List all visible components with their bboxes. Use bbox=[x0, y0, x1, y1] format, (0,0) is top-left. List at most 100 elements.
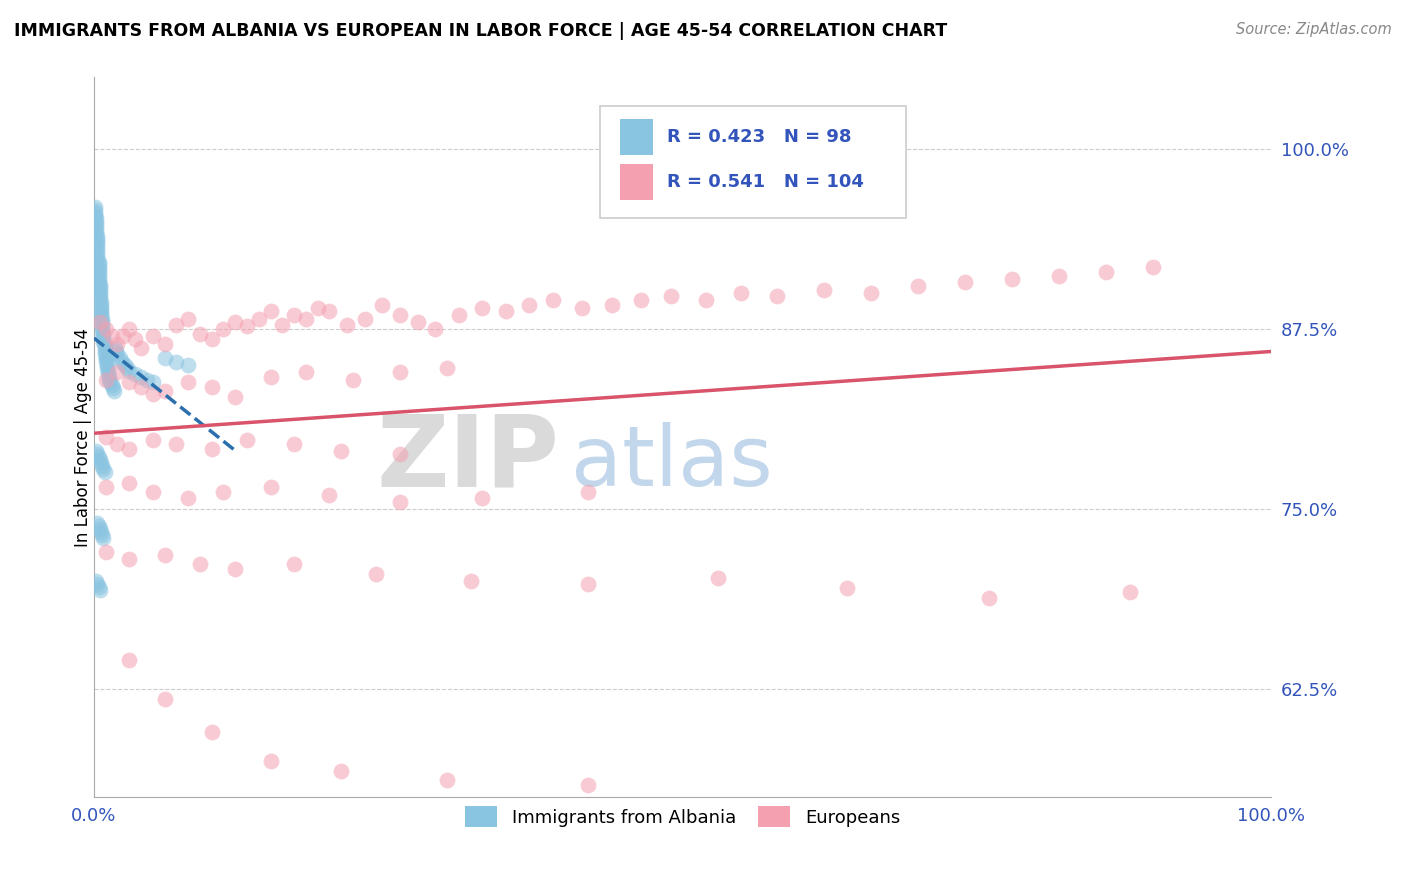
Point bbox=[153, 351, 176, 365]
Point bbox=[271, 318, 294, 332]
Point bbox=[107, 336, 129, 351]
Point bbox=[91, 312, 114, 326]
Point bbox=[336, 318, 359, 332]
Point bbox=[89, 522, 111, 536]
Point bbox=[765, 289, 787, 303]
Point bbox=[118, 552, 141, 566]
Point bbox=[84, 214, 107, 228]
Point bbox=[541, 293, 564, 308]
Point bbox=[100, 376, 122, 390]
Point bbox=[436, 772, 458, 787]
Point bbox=[93, 465, 115, 479]
Point bbox=[94, 480, 117, 494]
Point bbox=[115, 361, 138, 376]
Point bbox=[101, 381, 124, 395]
Point bbox=[86, 237, 108, 252]
Point bbox=[153, 336, 176, 351]
Point bbox=[118, 376, 141, 390]
Point bbox=[953, 275, 976, 289]
Point bbox=[94, 545, 117, 559]
Point bbox=[318, 488, 340, 502]
Point bbox=[103, 384, 125, 398]
Point bbox=[89, 277, 111, 292]
Point bbox=[371, 298, 394, 312]
Point bbox=[576, 484, 599, 499]
Point bbox=[142, 484, 165, 499]
Point bbox=[330, 764, 353, 778]
Point bbox=[1095, 265, 1118, 279]
Point bbox=[107, 346, 129, 360]
Point bbox=[388, 308, 411, 322]
Point bbox=[236, 319, 259, 334]
Point bbox=[87, 519, 110, 533]
Point bbox=[576, 577, 599, 591]
Point bbox=[90, 301, 112, 315]
Point bbox=[406, 315, 429, 329]
Point bbox=[353, 312, 375, 326]
Point bbox=[86, 252, 108, 266]
Point bbox=[124, 367, 146, 381]
Point bbox=[129, 369, 152, 384]
Point bbox=[600, 298, 623, 312]
Point bbox=[447, 308, 470, 322]
Point bbox=[89, 582, 111, 597]
Point bbox=[89, 289, 111, 303]
Point bbox=[90, 524, 112, 539]
Point bbox=[813, 284, 835, 298]
Point bbox=[460, 574, 482, 588]
Point bbox=[837, 581, 859, 595]
Point bbox=[89, 280, 111, 294]
Point bbox=[91, 318, 114, 332]
Point bbox=[105, 343, 128, 358]
Point bbox=[283, 308, 305, 322]
Point bbox=[84, 209, 107, 223]
Point bbox=[86, 235, 108, 249]
Point bbox=[201, 332, 224, 346]
Point bbox=[188, 326, 211, 341]
Point bbox=[307, 301, 329, 315]
Point bbox=[89, 315, 111, 329]
Point bbox=[90, 310, 112, 324]
Point bbox=[859, 286, 882, 301]
Point bbox=[107, 365, 129, 379]
Point bbox=[94, 430, 117, 444]
Point bbox=[142, 376, 165, 390]
Point bbox=[91, 528, 114, 542]
Point bbox=[93, 343, 115, 358]
Point bbox=[129, 341, 152, 355]
Point bbox=[100, 378, 122, 392]
Point bbox=[98, 373, 121, 387]
Point bbox=[1119, 585, 1142, 599]
Point bbox=[425, 322, 447, 336]
Point bbox=[93, 346, 115, 360]
Point bbox=[84, 202, 107, 217]
Point bbox=[90, 306, 112, 320]
Point bbox=[93, 332, 115, 346]
Y-axis label: In Labor Force | Age 45-54: In Labor Force | Age 45-54 bbox=[75, 327, 91, 547]
Point bbox=[93, 531, 115, 545]
Point bbox=[86, 577, 108, 591]
Point bbox=[129, 380, 152, 394]
Point bbox=[107, 437, 129, 451]
Point bbox=[236, 433, 259, 447]
Point bbox=[87, 257, 110, 271]
Point bbox=[87, 260, 110, 275]
Point bbox=[84, 223, 107, 237]
Point bbox=[97, 364, 120, 378]
Point bbox=[96, 361, 118, 376]
Point bbox=[259, 303, 281, 318]
Point bbox=[165, 318, 187, 332]
Point bbox=[94, 322, 117, 336]
Text: Source: ZipAtlas.com: Source: ZipAtlas.com bbox=[1236, 22, 1392, 37]
Point bbox=[89, 284, 111, 298]
Point bbox=[142, 387, 165, 401]
Point bbox=[93, 341, 115, 355]
Point bbox=[436, 361, 458, 376]
Point bbox=[330, 444, 353, 458]
Point bbox=[519, 298, 541, 312]
Point bbox=[576, 778, 599, 792]
Text: ZIP: ZIP bbox=[375, 410, 560, 508]
FancyBboxPatch shape bbox=[620, 164, 652, 200]
Point bbox=[1047, 268, 1070, 283]
Point bbox=[90, 303, 112, 318]
